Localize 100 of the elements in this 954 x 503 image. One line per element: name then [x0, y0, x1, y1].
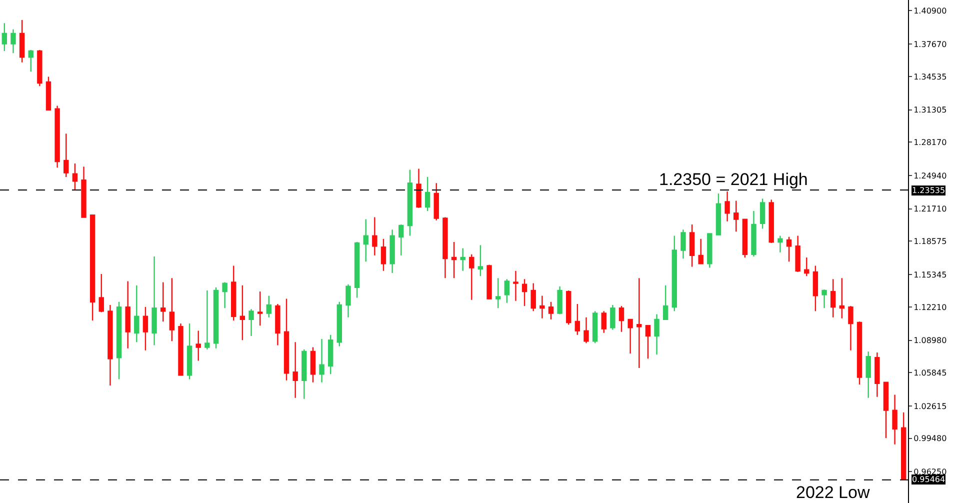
candlestick — [504, 278, 510, 304]
candlestick — [900, 412, 906, 480]
candlestick — [804, 256, 810, 277]
candlestick — [574, 303, 580, 336]
candlestick — [778, 235, 783, 253]
candlestick — [90, 214, 96, 322]
candlestick — [248, 308, 254, 337]
candlestick — [760, 198, 766, 230]
candlestick — [152, 256, 157, 346]
candlestick — [108, 304, 113, 386]
candlestick — [654, 314, 660, 356]
candlestick — [469, 254, 474, 300]
y-tick-label: 1.37670 — [914, 40, 947, 49]
candlestick — [116, 301, 122, 380]
candlestick — [178, 322, 184, 376]
candlestick — [883, 382, 889, 439]
candlestick — [160, 282, 166, 322]
candlestick — [839, 278, 844, 319]
candlestick — [768, 199, 774, 244]
y-tick-label: 1.05845 — [914, 368, 947, 378]
candlestick — [540, 295, 545, 319]
candlestick — [98, 273, 104, 313]
candlestick — [486, 264, 492, 300]
candlestick — [495, 278, 501, 309]
candlestick — [856, 320, 862, 386]
candlestick — [416, 168, 422, 209]
candlestick — [266, 295, 272, 318]
y-tick-label: 1.18575 — [914, 237, 947, 246]
y-tick-label: 1.08980 — [914, 336, 947, 346]
candlestick — [81, 166, 86, 218]
candlestick — [372, 216, 378, 256]
candlestick — [460, 248, 466, 272]
y-tick-label: 1.12210 — [914, 302, 947, 312]
candlestick — [566, 290, 572, 326]
candlestick — [72, 162, 78, 191]
candlestick — [390, 229, 395, 274]
candlestick — [530, 282, 536, 312]
candlestick — [328, 334, 334, 375]
candlestick — [786, 236, 792, 262]
candlestick — [557, 286, 562, 315]
candlestick — [848, 305, 854, 352]
candlestick — [522, 278, 528, 307]
candlestick — [662, 284, 668, 320]
y-tick-label: 1.40900 — [914, 6, 947, 16]
candlestick — [196, 330, 201, 362]
candlestick — [231, 265, 236, 322]
candlestick — [513, 270, 518, 302]
candlestick — [707, 233, 712, 268]
y-tick-label: 1.31305 — [914, 106, 947, 115]
candlestick — [134, 284, 140, 343]
candlestick — [672, 235, 677, 312]
candlestick — [424, 176, 430, 212]
candlestick — [733, 200, 739, 232]
candlestick — [716, 192, 722, 236]
ref-line-label: 1.23535 — [912, 186, 946, 195]
candlestick — [892, 394, 898, 445]
candlestick — [240, 284, 246, 341]
candlestick — [213, 286, 219, 349]
candlestick — [284, 298, 290, 381]
candlestick — [319, 338, 324, 384]
candlestick — [680, 229, 686, 260]
candlestick — [742, 218, 748, 258]
candlestick — [125, 280, 130, 349]
ref-line-label: 0.95464 — [912, 475, 946, 484]
candlestick — [478, 244, 484, 277]
candlestick — [689, 224, 695, 268]
candlestick — [698, 238, 704, 264]
candlestick — [336, 301, 342, 347]
candlestick — [54, 105, 60, 168]
candlestick — [751, 210, 756, 258]
candlestick — [204, 290, 210, 350]
candlestick — [812, 265, 818, 312]
y-tick-label: 1.21710 — [914, 204, 947, 214]
candlestick — [795, 235, 800, 273]
y-tick-label: 1.28170 — [914, 138, 947, 147]
candlestick — [19, 19, 25, 63]
candlestick — [724, 190, 730, 222]
candlestick — [310, 346, 316, 384]
annotation: 2022 Low — [796, 483, 870, 502]
candlestick — [407, 169, 413, 236]
candlestick — [354, 241, 360, 298]
candlestick — [822, 288, 827, 309]
candlestick — [636, 278, 642, 369]
candlestick — [46, 76, 52, 110]
candlestick — [346, 284, 351, 318]
candlestick — [169, 278, 175, 342]
candlestick — [302, 348, 307, 400]
candlestick — [548, 301, 554, 320]
candlestick — [451, 241, 457, 279]
candlestick — [874, 352, 880, 398]
candlestick — [434, 182, 439, 221]
y-tick-label: 0.96250 — [914, 468, 947, 477]
candlestick — [398, 224, 404, 256]
candlestick — [28, 49, 34, 72]
candlestick — [866, 350, 871, 398]
annotation: 1.2350 = 2021 High — [659, 170, 808, 189]
candlestick — [10, 28, 16, 54]
candlestick — [37, 49, 42, 87]
y-tick-label: 1.02615 — [914, 402, 947, 411]
candlestick — [380, 238, 386, 272]
